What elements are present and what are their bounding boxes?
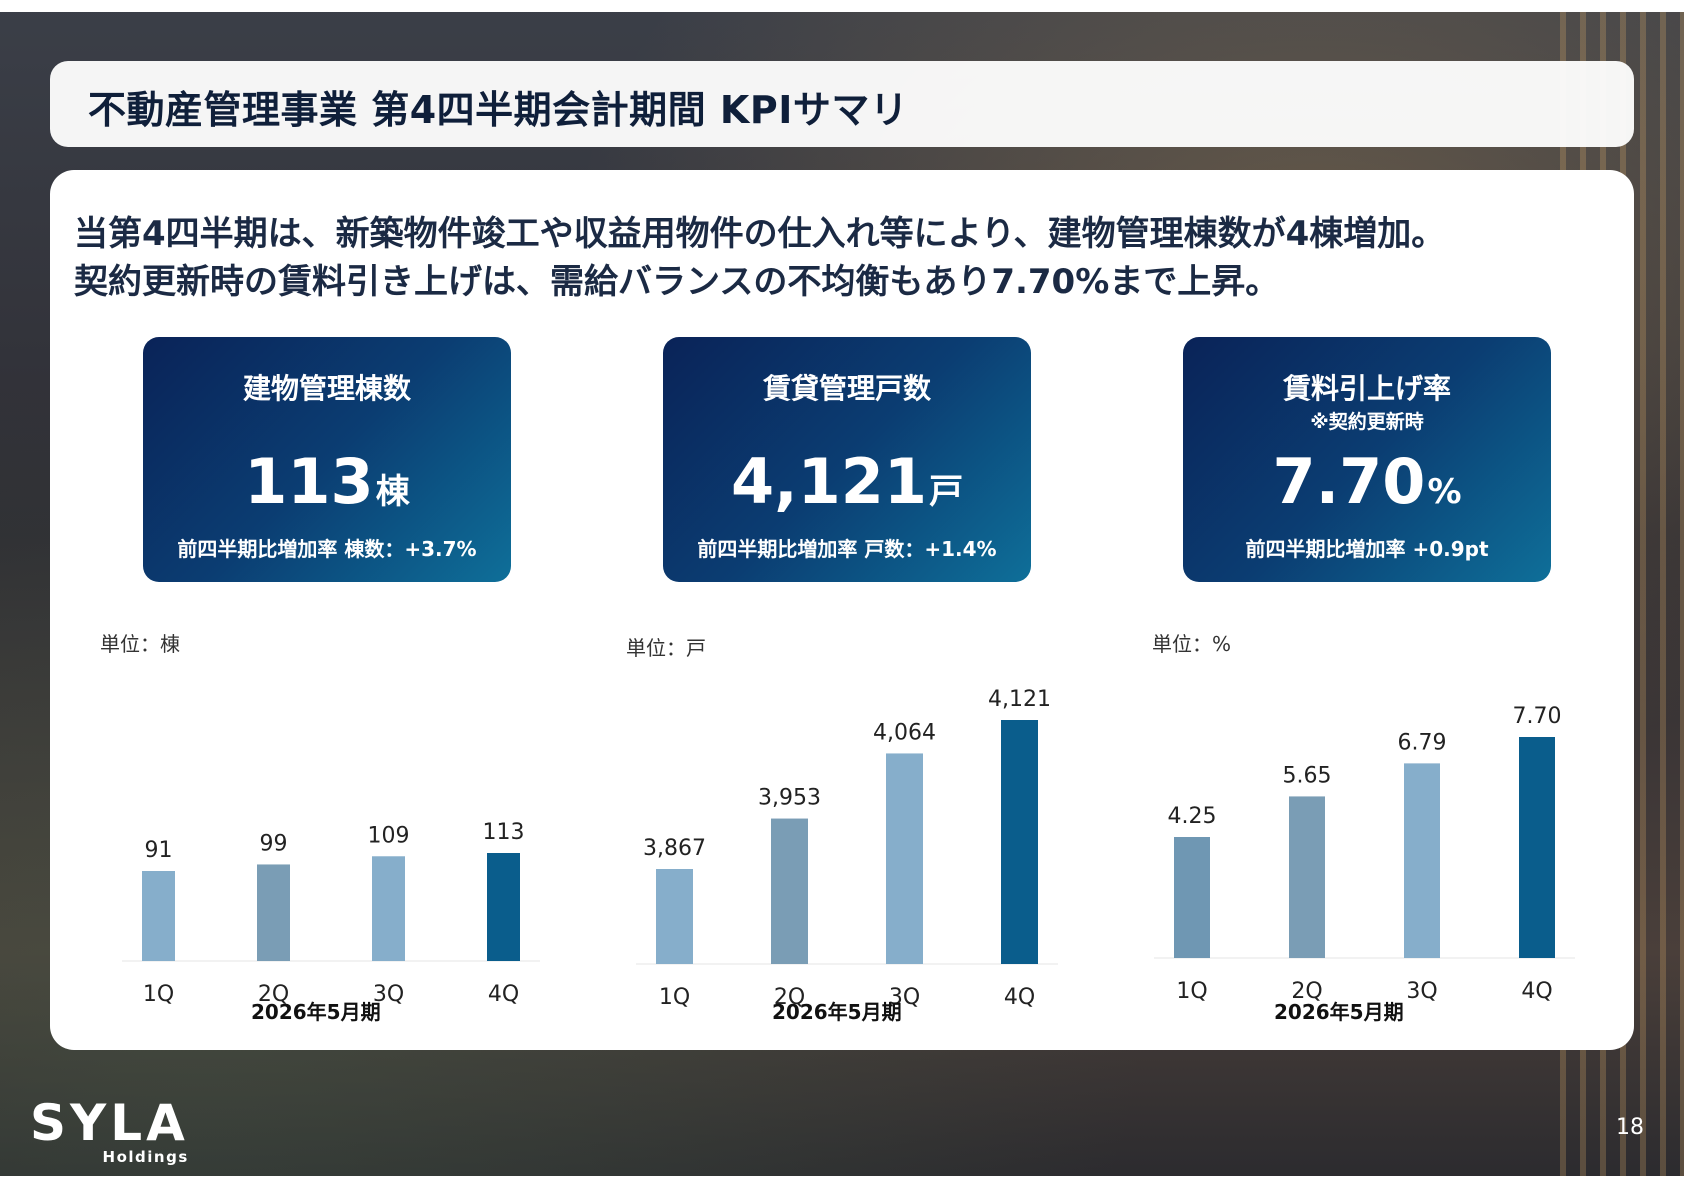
bar-value-label: 4,064 (873, 720, 936, 745)
category-label: 1Q (1176, 979, 1207, 1004)
bar-4q (487, 853, 520, 961)
category-label: 2Q (1291, 979, 1322, 1004)
chart-units: 3,867 1Q 3,953 2Q 4,064 3Q 4,121 4Q (636, 687, 1058, 1010)
page-number: 18 (1616, 1115, 1644, 1140)
category-label: 1Q (659, 985, 690, 1010)
kpi-change: 前四半期比増加率 +0.9pt (1245, 537, 1489, 561)
bar-2q (771, 818, 808, 964)
kpi-value-row: 4,121戸 (663, 445, 1031, 518)
bar-4q (1001, 720, 1038, 964)
bar-value-label: 5.65 (1283, 763, 1332, 788)
bar-value-label: 91 (145, 838, 173, 863)
category-label: 3Q (1406, 979, 1437, 1004)
kpi-card-rent-increase: 賃料引上げ率 ※契約更新時 7.70% 前四半期比増加率 +0.9pt (1183, 337, 1551, 582)
bar-1q (1174, 837, 1210, 958)
kpi-card-buildings: 建物管理棟数 113棟 前四半期比増加率 棟数：+3.7% (143, 337, 511, 582)
bar-3q (372, 856, 405, 961)
category-label: 2Q (774, 985, 805, 1010)
company-logo: SYLA Holdings (30, 1098, 189, 1166)
content-panel: 当第4四半期は、新築物件竣工や収益用物件の仕入れ等により、建物管理棟数が4棟増加… (50, 170, 1634, 1050)
kpi-unit: % (1427, 472, 1462, 512)
kpi-value-row: 113棟 (143, 445, 511, 518)
bar-2q (257, 864, 290, 961)
category-label: 4Q (1521, 979, 1552, 1004)
unit-label-rent: 単位：% (1152, 632, 1232, 656)
kpi-change: 前四半期比増加率 棟数：+3.7% (177, 537, 477, 561)
category-label: 4Q (488, 982, 519, 1007)
headline: 当第4四半期は、新築物件竣工や収益用物件の仕入れ等により、建物管理棟数が4棟増加… (74, 210, 1445, 306)
title-bar: 不動産管理事業 第4四半期会計期間 KPIサマリ (50, 61, 1634, 147)
period-label-buildings: 2026年5月期 (251, 1000, 381, 1024)
logo-subtitle: Holdings (102, 1148, 189, 1166)
bar-1q (656, 869, 693, 964)
bar-3q (1404, 763, 1440, 958)
bar-4q (1519, 737, 1555, 958)
bar-value-label: 3,953 (758, 786, 821, 811)
bar-value-label: 6.79 (1398, 730, 1447, 755)
bar-value-label: 4.25 (1168, 804, 1217, 829)
bar-value-label: 7.70 (1513, 704, 1562, 729)
chart-rent-increase: 4.25 1Q 5.65 2Q 6.79 3Q 7.70 4Q (1154, 704, 1575, 1004)
headline-line-2: 契約更新時の賃料引き上げは、需給バランスの不均衡もあり7.70%まで上昇。 (74, 262, 1280, 302)
kpi-unit: 戸 (929, 472, 964, 512)
bar-value-label: 113 (483, 820, 525, 845)
kpi-value: 4,121 (730, 445, 928, 518)
kpi-note: ※契約更新時 (1310, 411, 1424, 433)
bar-value-label: 3,867 (643, 836, 706, 861)
unit-label-units: 単位：戸 (626, 636, 706, 660)
kpi-title: 賃料引上げ率 (1282, 372, 1451, 405)
logo-wordmark: SYLA (30, 1094, 189, 1152)
bar-value-label: 99 (260, 831, 288, 856)
kpi-title: 建物管理棟数 (242, 372, 411, 405)
category-label: 1Q (143, 982, 174, 1007)
kpi-value-row: 7.70% (1183, 445, 1551, 518)
chart-buildings: 91 1Q 99 2Q 109 3Q 113 4Q (122, 820, 540, 1007)
bar-value-label: 109 (368, 823, 410, 848)
kpi-title: 賃貸管理戸数 (762, 372, 931, 405)
bar-value-label: 4,121 (988, 687, 1051, 712)
bar-1q (142, 871, 175, 961)
category-label: 4Q (1004, 985, 1035, 1010)
kpi-value: 113 (244, 445, 374, 518)
kpi-card-units: 賃貸管理戸数 4,121戸 前四半期比増加率 戸数：+1.4% (663, 337, 1031, 582)
kpi-value: 7.70 (1272, 445, 1426, 518)
top-border (0, 0, 1684, 12)
bar-3q (886, 753, 923, 964)
period-label-units: 2026年5月期 (772, 1000, 902, 1024)
category-label: 3Q (373, 982, 404, 1007)
kpi-change: 前四半期比増加率 戸数：+1.4% (697, 537, 997, 561)
unit-label-buildings: 単位：棟 (100, 632, 180, 656)
period-label-rent: 2026年5月期 (1274, 1000, 1404, 1024)
headline-line-1: 当第4四半期は、新築物件竣工や収益用物件の仕入れ等により、建物管理棟数が4棟増加… (74, 214, 1446, 254)
bar-2q (1289, 796, 1325, 958)
category-label: 3Q (889, 985, 920, 1010)
category-label: 2Q (258, 982, 289, 1007)
bottom-border (0, 1176, 1684, 1190)
page-title: 不動産管理事業 第4四半期会計期間 KPIサマリ (88, 88, 909, 132)
kpi-unit: 棟 (375, 472, 410, 512)
